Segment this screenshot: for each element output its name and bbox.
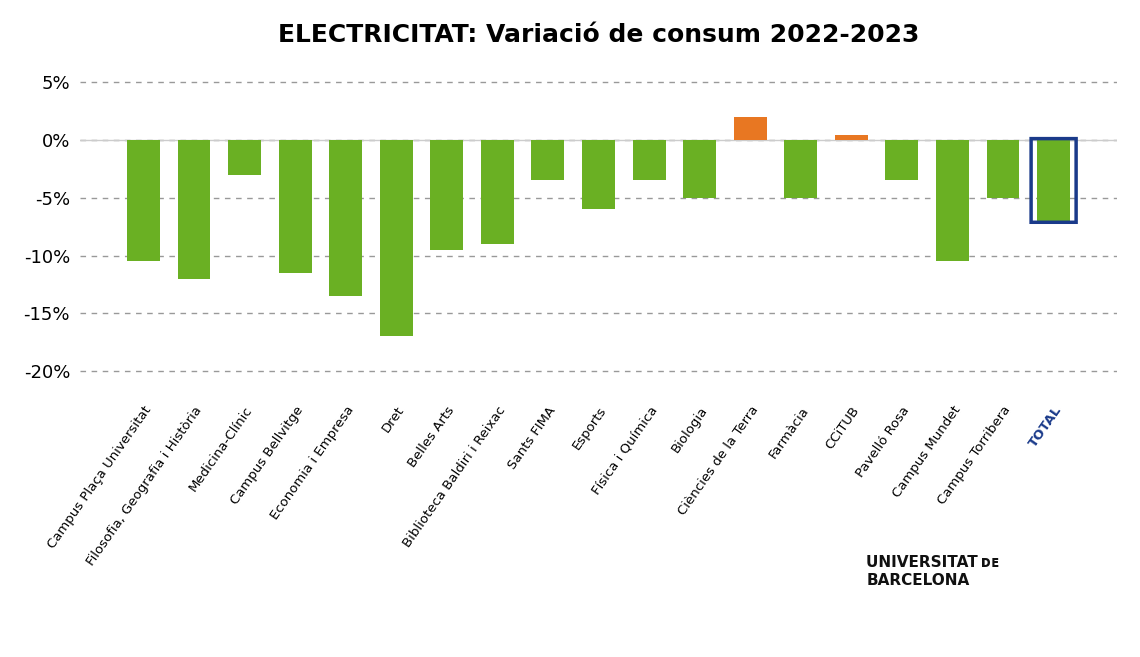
Bar (431, 140, 463, 250)
Bar (329, 140, 363, 296)
Title: ELECTRICITAT: Variació de consum 2022-2023: ELECTRICITAT: Variació de consum 2022-20… (278, 24, 919, 47)
Bar (278, 140, 311, 273)
Bar (633, 140, 666, 181)
Bar (936, 140, 969, 261)
Bar (986, 140, 1019, 198)
Bar (734, 117, 766, 140)
Bar (481, 140, 514, 244)
Bar (380, 140, 413, 336)
Bar (127, 140, 160, 261)
Bar (1037, 140, 1070, 221)
Bar (178, 140, 211, 279)
Bar (834, 135, 868, 140)
Bar (531, 140, 564, 181)
Bar (886, 140, 919, 181)
Bar (784, 140, 817, 198)
Text: UNIVERSITAT ᴅᴇ
BARCELONA: UNIVERSITAT ᴅᴇ BARCELONA (866, 555, 1000, 588)
Bar (583, 140, 614, 210)
Bar (683, 140, 716, 198)
Bar (228, 140, 261, 175)
